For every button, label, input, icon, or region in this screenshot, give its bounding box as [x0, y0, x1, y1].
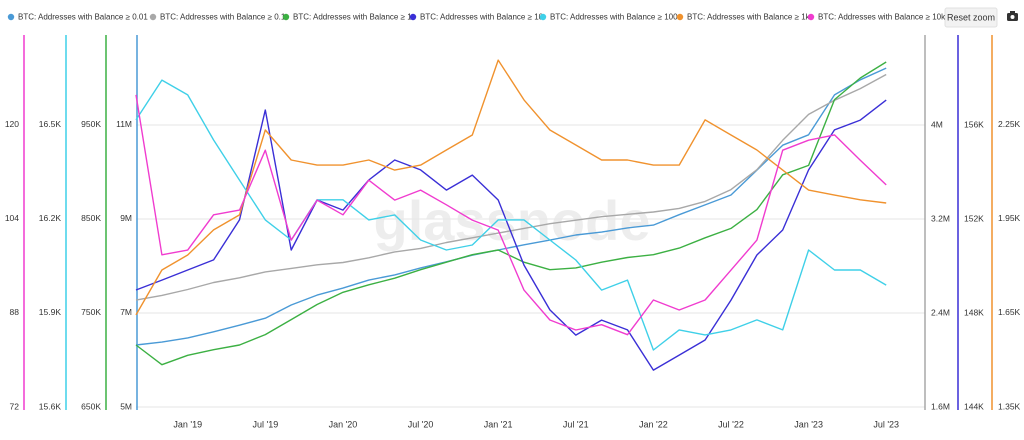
- y-tick-label: 152K: [964, 213, 984, 223]
- legend-marker: [282, 13, 290, 21]
- x-tick-label: Jan '19: [173, 419, 202, 429]
- y-tick-label: 9M: [120, 213, 132, 223]
- x-tick-label: Jul '19: [252, 419, 278, 429]
- legend-label: BTC: Addresses with Balance ≥ 1: [293, 13, 412, 22]
- y-tick-label: 850K: [81, 213, 101, 223]
- reset-zoom-label[interactable]: Reset zoom: [947, 12, 995, 22]
- camera-lens[interactable]: [1010, 15, 1015, 19]
- y-tick-label: 156K: [964, 119, 984, 129]
- series-line: [135, 94, 887, 336]
- y-tick-label: 144K: [964, 401, 984, 411]
- y-tick-label: 16.2K: [39, 213, 62, 223]
- series-line: [135, 79, 887, 351]
- series-line: [135, 67, 887, 346]
- y-tick-label: 7M: [120, 307, 132, 317]
- legend-label: BTC: Addresses with Balance ≥ 0.01: [18, 13, 148, 22]
- legend-label: BTC: Addresses with Balance ≥ 100: [550, 13, 678, 22]
- legend-marker: [149, 13, 157, 21]
- legend-marker: [539, 13, 547, 21]
- x-tick-label: Jul '23: [873, 419, 899, 429]
- y-tick-label: 3.2M: [931, 213, 950, 223]
- x-tick-label: Jan '21: [484, 419, 513, 429]
- x-tick-label: Jul '20: [408, 419, 434, 429]
- camera-icon[interactable]: [1007, 11, 1018, 21]
- y-tick-label: 750K: [81, 307, 101, 317]
- y-tick-label: 120: [5, 119, 19, 129]
- x-tick-label: Jan '20: [329, 419, 358, 429]
- y-tick-label: 2.4M: [931, 307, 950, 317]
- x-tick-label: Jan '23: [794, 419, 823, 429]
- camera-top[interactable]: [1010, 11, 1015, 14]
- y-tick-label: 2.25K: [998, 119, 1021, 129]
- y-tick-label: 1.95K: [998, 213, 1021, 223]
- y-tick-label: 72: [10, 401, 20, 411]
- y-tick-label: 1.6M: [931, 401, 950, 411]
- series-line: [135, 61, 887, 366]
- y-tick-label: 950K: [81, 119, 101, 129]
- y-tick-label: 11M: [116, 119, 132, 129]
- y-tick-label: 1.65K: [998, 307, 1021, 317]
- x-tick-label: Jul '21: [563, 419, 589, 429]
- y-tick-label: 5M: [120, 401, 132, 411]
- y-tick-label: 104: [5, 213, 19, 223]
- reset-zoom-button[interactable]: Reset zoom: [944, 7, 998, 28]
- y-tick-label: 650K: [81, 401, 101, 411]
- series-line: [135, 59, 887, 316]
- y-tick-label: 148K: [964, 307, 984, 317]
- y-tick-label: 4M: [931, 119, 943, 129]
- legend-label: BTC: Addresses with Balance ≥ 0.1: [160, 13, 286, 22]
- y-tick-label: 15.6K: [39, 401, 62, 411]
- y-tick-label: 1.35K: [998, 401, 1021, 411]
- series-line: [135, 99, 887, 371]
- y-tick-label: 88: [10, 307, 20, 317]
- legend-marker: [409, 13, 417, 21]
- legend-label: BTC: Addresses with Balance ≥ 1k: [687, 13, 811, 22]
- x-tick-label: Jan '22: [639, 419, 668, 429]
- y-tick-label: 16.5K: [39, 119, 62, 129]
- x-tick-label: Jul '22: [718, 419, 744, 429]
- y-tick-label: 15.9K: [39, 307, 62, 317]
- legend-label: BTC: Addresses with Balance ≥ 10: [420, 13, 544, 22]
- legend-marker: [807, 13, 815, 21]
- legend-marker: [676, 13, 684, 21]
- button-frame[interactable]: [944, 7, 998, 28]
- legend-marker: [7, 13, 15, 21]
- legend-label: BTC: Addresses with Balance ≥ 10k: [818, 13, 946, 22]
